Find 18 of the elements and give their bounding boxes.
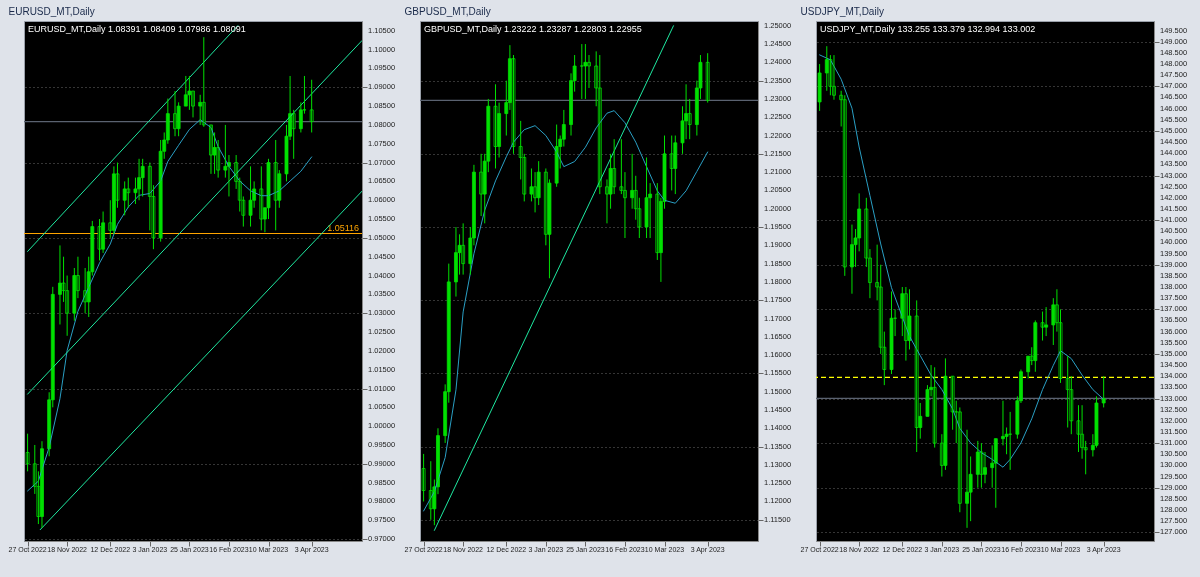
chart-title: GBPUSD_MT,Daily bbox=[404, 6, 491, 17]
candlestick bbox=[554, 124, 559, 188]
candlestick bbox=[1040, 311, 1045, 342]
candlestick bbox=[266, 158, 271, 220]
candlestick bbox=[979, 442, 984, 489]
chart-title: USDJPY_MT,Daily bbox=[800, 6, 884, 17]
ref-line-label: 1.05116 bbox=[327, 222, 359, 233]
chart-subtitle: GBPUSD_MT,Daily 1.23222 1.23287 1.22803 1.22955 bbox=[424, 24, 642, 34]
candlestick bbox=[644, 157, 649, 239]
candlestick bbox=[817, 63, 822, 112]
candlestick bbox=[248, 165, 253, 228]
candlestick bbox=[889, 290, 894, 375]
line-series bbox=[423, 110, 709, 512]
chart-title: EURUSD_MT,Daily bbox=[8, 6, 95, 17]
chart-subtitle: EURUSD_MT,Daily 1.08391 1.08409 1.07986 1.08091 bbox=[28, 24, 246, 34]
candlestick bbox=[583, 43, 588, 100]
chart-subtitle: USDJPY_MT,Daily 133.255 133.379 132.994 133.002 bbox=[820, 24, 1036, 34]
line-series bbox=[27, 119, 313, 492]
